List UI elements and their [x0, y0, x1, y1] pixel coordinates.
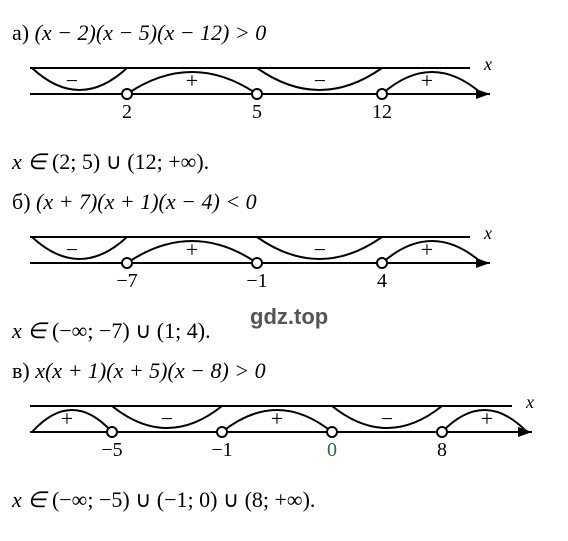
answer-line: x ∈ (2; 5) ∪ (12; +∞).: [12, 149, 556, 175]
axis-label: x: [483, 225, 492, 243]
sign-label: −: [381, 406, 393, 431]
sign-label: −: [66, 68, 78, 93]
problem-label: в): [12, 358, 30, 383]
inequality-text: (x − 2)(x − 5)(x − 12) > 0: [35, 20, 267, 45]
inequality-text: (x + 7)(x + 1)(x − 4) < 0: [36, 189, 257, 214]
axis-label: x: [483, 56, 492, 74]
sign-diagram: x − + − +2 5 12: [12, 56, 512, 134]
sign-diagram: x − + − + −7 −1 4: [12, 225, 512, 303]
problem-inequality: в) x(x + 1)(x + 5)(x − 8) > 0: [12, 358, 556, 384]
sign-label: −: [161, 406, 173, 431]
sign-label: +: [481, 406, 493, 431]
sign-label: +: [61, 406, 73, 431]
root-point: [107, 427, 117, 437]
root-label: 4: [377, 270, 387, 292]
diagram-wrapper: x + − + − + −5 −1 0 8: [12, 394, 556, 477]
watermark-text: gdz.top: [250, 304, 328, 330]
root-point: [122, 258, 132, 268]
root-point: [217, 427, 227, 437]
root-point: [377, 89, 387, 99]
diagram-wrapper: x − + − + −7 −1 4: [12, 225, 556, 308]
inequality-text: x(x + 1)(x + 5)(x − 8) > 0: [35, 358, 265, 383]
root-label: 0: [327, 439, 337, 461]
answer-prefix: x ∈: [12, 487, 52, 512]
root-point: [377, 258, 387, 268]
answer-text: (−∞; −5) ∪ (−1; 0) ∪ (8; +∞).: [52, 487, 316, 512]
answer-text: (−∞; −7) ∪ (1; 4).: [52, 318, 211, 343]
root-label: 2: [122, 101, 132, 123]
problem-label: а): [12, 20, 29, 45]
answer-prefix: x ∈: [12, 318, 52, 343]
root-label: 8: [437, 439, 447, 461]
sign-label: −: [314, 237, 326, 262]
problem-label: б): [12, 189, 31, 214]
answer-line: x ∈ (−∞; −5) ∪ (−1; 0) ∪ (8; +∞).: [12, 487, 556, 513]
sign-label: +: [271, 406, 283, 431]
sign-label: +: [421, 68, 433, 93]
diagram-wrapper: x − + − +2 5 12: [12, 56, 556, 139]
sign-label: +: [421, 237, 433, 262]
sign-diagram: x + − + − + −5 −1 0 8: [12, 394, 552, 472]
problem-inequality: а) (x − 2)(x − 5)(x − 12) > 0: [12, 20, 556, 46]
root-label: −1: [211, 439, 232, 461]
root-point: [327, 427, 337, 437]
sign-label: +: [186, 68, 198, 93]
root-label: 12: [372, 101, 392, 123]
axis-label: x: [525, 394, 534, 412]
root-point: [122, 89, 132, 99]
root-point: [252, 89, 262, 99]
sign-label: +: [186, 237, 198, 262]
root-label: 5: [252, 101, 262, 123]
problem-inequality: б) (x + 7)(x + 1)(x − 4) < 0: [12, 189, 556, 215]
root-point: [437, 427, 447, 437]
root-label: −5: [101, 439, 122, 461]
root-point: [252, 258, 262, 268]
root-label: −1: [246, 270, 267, 292]
root-label: −7: [116, 270, 137, 292]
answer-prefix: x ∈: [12, 149, 52, 174]
answer-line: x ∈ (−∞; −7) ∪ (1; 4).gdz.top: [12, 318, 556, 344]
sign-label: −: [314, 68, 326, 93]
answer-text: (2; 5) ∪ (12; +∞).: [52, 149, 209, 174]
sign-label: −: [66, 237, 78, 262]
